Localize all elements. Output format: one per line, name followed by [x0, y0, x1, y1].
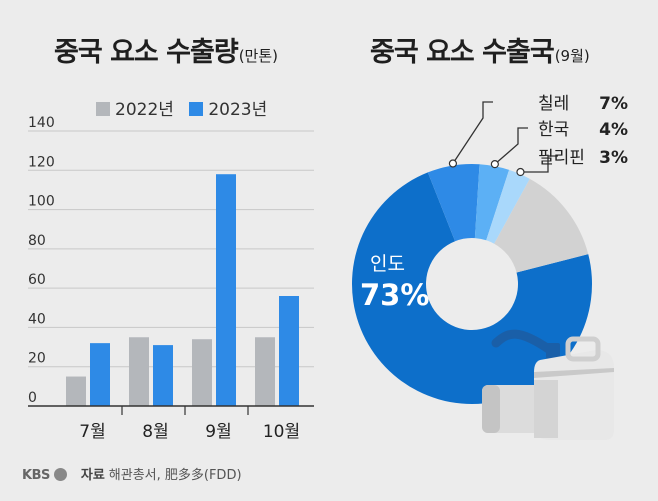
y-tick-label: 100 [28, 194, 55, 210]
left-title-text: 중국 요소 수출량 [54, 37, 239, 68]
donut-slice-인도 [352, 172, 592, 405]
y-tick-label: 80 [28, 233, 46, 249]
callout-dot [490, 160, 499, 169]
source-text: 해관총서, 肥多多(FDD) [108, 468, 242, 483]
callout-dot [448, 159, 458, 168]
kbs-logo: KBS [22, 468, 50, 483]
legend-label-2023: 2023년 [208, 100, 268, 120]
donut-slice-other [494, 178, 589, 273]
footer: KBS 자료 해관총서, 肥多多(FDD) [22, 464, 242, 483]
bar-2022년-8월 [129, 337, 149, 406]
donut-slice-필리핀 [486, 169, 530, 244]
callout-line [520, 155, 558, 173]
bar-2023년-10월 [279, 296, 299, 406]
y-tick-label: 120 [28, 154, 55, 170]
legend-swatch-2023 [189, 102, 204, 116]
slice-value-한국: 4% [599, 120, 628, 140]
x-tick-label: 7월 [79, 422, 105, 442]
source-label: 자료 [80, 468, 105, 483]
kbs-logo-icon [53, 468, 67, 481]
y-tick-label: 60 [28, 272, 46, 288]
legend-label-2022: 2022년 [115, 100, 174, 120]
bar-2023년-9월 [216, 174, 236, 406]
callout-line [452, 101, 493, 164]
y-tick-label: 40 [28, 311, 46, 327]
slice-label-한국: 한국 [538, 120, 569, 140]
left-title-unit: (만톤) [238, 47, 278, 65]
y-tick-label: 0 [28, 390, 37, 406]
x-tick-label: 8월 [142, 422, 168, 442]
slice-value-칠레: 7% [599, 94, 628, 114]
left-chart-title: 중국 요소 수출량(만톤) [54, 30, 278, 69]
y-tick-label: 140 [28, 115, 55, 131]
bar-legend: 2022년 2023년 [96, 95, 267, 120]
donut-slice-칠레 [427, 164, 480, 242]
slice-label-india: 인도 [370, 253, 405, 275]
bar-2022년-10월 [255, 337, 275, 406]
x-tick-label: 9월 [205, 422, 231, 442]
bar-2023년-8월 [153, 345, 173, 406]
slice-value-india: 73% [360, 278, 429, 312]
bar-chart: 0 20 40 60 80 100 120 140 7월 8월 9월 10월 [28, 115, 314, 442]
x-tick-label: 10월 [263, 422, 300, 442]
bar-2022년-9월 [192, 339, 212, 406]
donut-chart: 인도 73% 칠레 7% 한국 4% 필리핀 3% [352, 94, 628, 440]
bar-2022년-7월 [66, 376, 86, 406]
slice-value-필리핀: 3% [599, 148, 628, 168]
right-title-text: 중국 요소 수출국 [370, 37, 555, 68]
donut-slice-한국 [474, 164, 510, 241]
callout-line [494, 127, 528, 165]
right-title-unit: (9월) [554, 47, 590, 65]
legend-swatch-2022 [96, 102, 110, 116]
jerrycan-illustration [482, 329, 614, 440]
slice-label-칠레: 칠레 [538, 94, 569, 114]
bar-2023년-7월 [90, 343, 110, 406]
y-tick-label: 20 [28, 351, 46, 367]
right-chart-title: 중국 요소 수출국(9월) [370, 30, 590, 69]
slice-label-필리핀: 필리핀 [538, 148, 585, 168]
callout-dot [516, 167, 525, 177]
